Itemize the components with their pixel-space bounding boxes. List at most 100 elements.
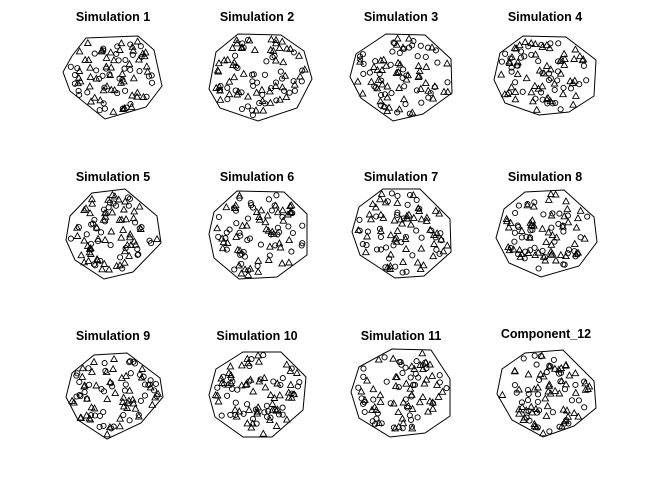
point-circle (394, 192, 401, 199)
point-triangle (383, 106, 392, 115)
point-triangle (527, 402, 536, 410)
point-circle (90, 261, 98, 268)
point-triangle (272, 421, 281, 429)
point-circle (119, 105, 126, 112)
point-circle (527, 234, 534, 241)
point-circle (407, 416, 415, 423)
point-triangle (539, 429, 548, 437)
point-circle (416, 205, 423, 212)
window-boundary (493, 35, 597, 116)
point-triangle (425, 360, 434, 368)
point-circle (223, 229, 230, 236)
point-circle (232, 207, 240, 214)
point-triangle (517, 226, 526, 234)
point-triangle (409, 190, 418, 199)
point-triangle (376, 226, 385, 235)
point-circle (512, 209, 519, 217)
point-triangle (255, 377, 264, 385)
point-circle (511, 381, 518, 389)
panel-simulation-11: Simulation 11 (350, 329, 451, 438)
point-triangle (220, 56, 229, 64)
point-circle (406, 412, 413, 419)
point-triangle (383, 93, 392, 101)
point-triangle (275, 239, 284, 247)
panel-title: Simulation 11 (361, 329, 442, 343)
point-triangle (271, 56, 280, 64)
point-triangle (534, 248, 543, 256)
point-triangle (431, 206, 440, 214)
panel-simulation-4: Simulation 4 (493, 10, 597, 116)
point-circle (361, 408, 368, 416)
point-circle (148, 72, 155, 79)
point-triangle (544, 387, 553, 395)
point-circle (549, 409, 556, 416)
point-circle (407, 374, 414, 381)
point-triangle (92, 381, 101, 389)
point-triangle (106, 70, 115, 78)
point-triangle (249, 387, 258, 395)
point-triangle (374, 355, 383, 363)
point-circle (409, 252, 416, 259)
point-triangle (538, 224, 547, 232)
point-circle (408, 393, 415, 400)
point-triangle (237, 269, 246, 277)
point-triangle (118, 397, 127, 405)
point-triangle (222, 202, 231, 211)
point-circle (127, 41, 134, 48)
point-circle (408, 423, 415, 430)
point-circle (389, 48, 396, 55)
point-triangle (93, 255, 102, 263)
point-circle (565, 246, 573, 253)
point-triangle (375, 418, 384, 426)
point-triangle (241, 380, 250, 388)
point-circle (391, 40, 398, 47)
point-triangle (143, 67, 152, 75)
point-pattern (213, 191, 306, 278)
window-boundary (349, 33, 453, 122)
point-triangle (392, 373, 401, 381)
point-circle (502, 50, 509, 57)
point-circle (519, 88, 526, 95)
point-triangle (368, 199, 377, 208)
point-triangle (87, 97, 96, 105)
point-circle (366, 69, 373, 76)
point-triangle (94, 234, 103, 242)
point-pattern (212, 35, 309, 119)
point-circle (290, 49, 297, 56)
point-circle (410, 381, 417, 388)
point-triangle (84, 256, 93, 265)
point-circle (371, 83, 378, 90)
point-circle (271, 202, 278, 209)
point-circle (246, 363, 253, 370)
point-triangle (536, 370, 545, 378)
point-triangle (117, 233, 126, 241)
point-triangle (227, 378, 236, 387)
point-triangle (226, 370, 235, 379)
point-circle (141, 381, 149, 388)
point-circle (127, 101, 134, 108)
point-circle (253, 79, 261, 86)
point-circle (399, 369, 406, 377)
point-triangle (278, 259, 287, 267)
point-triangle (518, 402, 527, 410)
point-circle (576, 81, 583, 88)
point-triangle (559, 89, 568, 98)
point-circle (357, 56, 364, 63)
panel-simulation-5: Simulation 5 (65, 170, 162, 280)
point-circle (267, 231, 275, 238)
point-circle (550, 356, 557, 363)
point-triangle (243, 419, 252, 427)
point-circle (263, 58, 270, 65)
point-circle (129, 51, 136, 58)
point-triangle (125, 386, 134, 394)
point-circle (127, 66, 134, 73)
point-circle (254, 262, 261, 270)
point-triangle (376, 97, 385, 105)
point-triangle (429, 251, 438, 260)
point-circle (268, 207, 275, 214)
panel-title: Simulation 9 (76, 329, 150, 343)
point-circle (121, 65, 128, 72)
point-triangle (560, 60, 569, 68)
point-circle (418, 99, 425, 106)
point-circle (355, 384, 362, 391)
